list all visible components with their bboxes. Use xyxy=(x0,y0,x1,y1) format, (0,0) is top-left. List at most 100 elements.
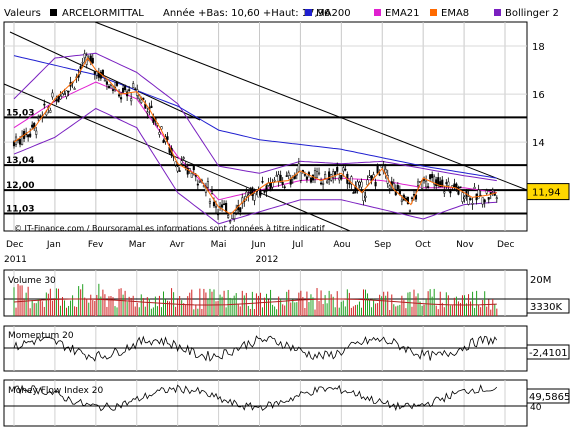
candle-body xyxy=(435,179,438,187)
last-price-box xyxy=(526,183,570,201)
candle-body xyxy=(485,190,488,194)
candle-body xyxy=(287,172,290,177)
candle-body xyxy=(91,57,94,64)
candle-body xyxy=(186,168,189,175)
candle-body xyxy=(291,177,294,180)
candle-body xyxy=(457,187,460,195)
candle-body xyxy=(332,171,335,178)
candle-body xyxy=(297,163,300,172)
candle-body xyxy=(364,195,367,198)
candle-body xyxy=(214,205,218,208)
legend-swatch-ma200 xyxy=(305,9,312,16)
candle-body xyxy=(51,92,54,98)
volume-last-value: 3330K xyxy=(530,302,562,313)
candle-body xyxy=(174,161,177,165)
year-label-2012: 2012 xyxy=(256,255,279,265)
candle-body xyxy=(368,175,371,178)
level-line-label: 15,03 xyxy=(6,108,34,118)
legend: MA200 EMA21 EMA8 Bollinger 2 xyxy=(305,8,559,19)
last-price-label: 11,94 xyxy=(532,188,561,199)
x-axis-label-jan: Jan xyxy=(46,240,61,250)
candle-body xyxy=(388,185,391,189)
candle-body xyxy=(263,191,266,193)
candle-body xyxy=(487,197,490,200)
candle-body xyxy=(45,111,48,116)
candle-body xyxy=(467,196,470,205)
candle-body xyxy=(29,133,32,137)
candle-body xyxy=(273,179,276,182)
candle-body xyxy=(269,182,272,192)
legend-label-bollinger-2: Bollinger 2 xyxy=(505,8,559,19)
price-y-tick-label: 16 xyxy=(532,90,545,101)
candle-body xyxy=(324,174,327,179)
mfi-last-box xyxy=(526,388,570,404)
candle-body xyxy=(124,86,127,91)
volume-axis-top: 20M xyxy=(530,275,551,286)
candle-body xyxy=(192,166,195,171)
candle-body xyxy=(103,79,106,82)
price-y-tick-label: 14 xyxy=(532,138,545,149)
candle-body xyxy=(271,182,274,188)
candle-body xyxy=(427,186,430,188)
candle-body xyxy=(352,192,355,194)
momentum-last-value: -2,4101 xyxy=(529,348,568,359)
candle-body xyxy=(198,180,201,183)
candle-body xyxy=(73,88,76,90)
candle-body xyxy=(289,178,292,185)
candle-body xyxy=(414,194,418,200)
candle-body xyxy=(162,140,165,143)
candle-body xyxy=(320,182,323,185)
candle-body xyxy=(433,176,436,185)
candle-body xyxy=(491,189,494,192)
candle-body xyxy=(196,183,199,186)
candle-body xyxy=(249,191,252,194)
momentum-line xyxy=(13,335,498,362)
candle-body xyxy=(158,131,161,135)
candle-body xyxy=(469,198,472,201)
candle-body xyxy=(400,199,403,202)
candle-body xyxy=(378,173,381,176)
candle-body xyxy=(251,187,254,196)
candle-body xyxy=(210,191,214,194)
candle-body xyxy=(39,115,42,118)
candle-body xyxy=(340,175,343,180)
mfi-title: Money Flow Index 20 xyxy=(8,386,103,396)
x-axis-label-fev: Fev xyxy=(88,240,104,250)
candle-body xyxy=(303,174,306,176)
candle-body xyxy=(380,165,383,168)
watermark: © IT-Finance.com / BoursoramaLes informa… xyxy=(14,223,325,233)
level-line-label: 12,00 xyxy=(6,181,34,191)
candle-body xyxy=(105,81,108,85)
volume-layer xyxy=(4,270,527,316)
candle-body xyxy=(19,139,22,145)
momentum-last-box xyxy=(526,344,570,360)
candle-body xyxy=(362,191,365,201)
candle-body xyxy=(229,220,232,223)
candle-body xyxy=(471,203,474,205)
x-axis-label-dec: Dec xyxy=(6,240,23,250)
bollinger-lower-line xyxy=(13,107,497,225)
resistance-trendline xyxy=(94,21,528,191)
candle-body xyxy=(483,199,486,203)
candle-body xyxy=(481,197,484,205)
candle-body xyxy=(416,181,420,186)
candle-body xyxy=(208,201,212,204)
candle-body xyxy=(419,181,422,183)
candle-body xyxy=(356,181,359,190)
candle-body xyxy=(65,90,68,98)
candle-body xyxy=(366,179,369,186)
candle-body xyxy=(376,165,379,174)
candle-body xyxy=(350,176,353,185)
legend-label-ma200: MA200 xyxy=(316,8,351,19)
candle-body xyxy=(315,171,319,178)
candle-body xyxy=(81,61,84,64)
candle-body xyxy=(495,197,498,200)
candle-body xyxy=(344,168,347,171)
candle-body xyxy=(27,134,30,138)
candle-body xyxy=(212,201,216,207)
candle-body xyxy=(336,166,339,172)
x-axis-label-aou: Aou xyxy=(333,240,350,250)
volume-panel-frame xyxy=(3,269,528,317)
